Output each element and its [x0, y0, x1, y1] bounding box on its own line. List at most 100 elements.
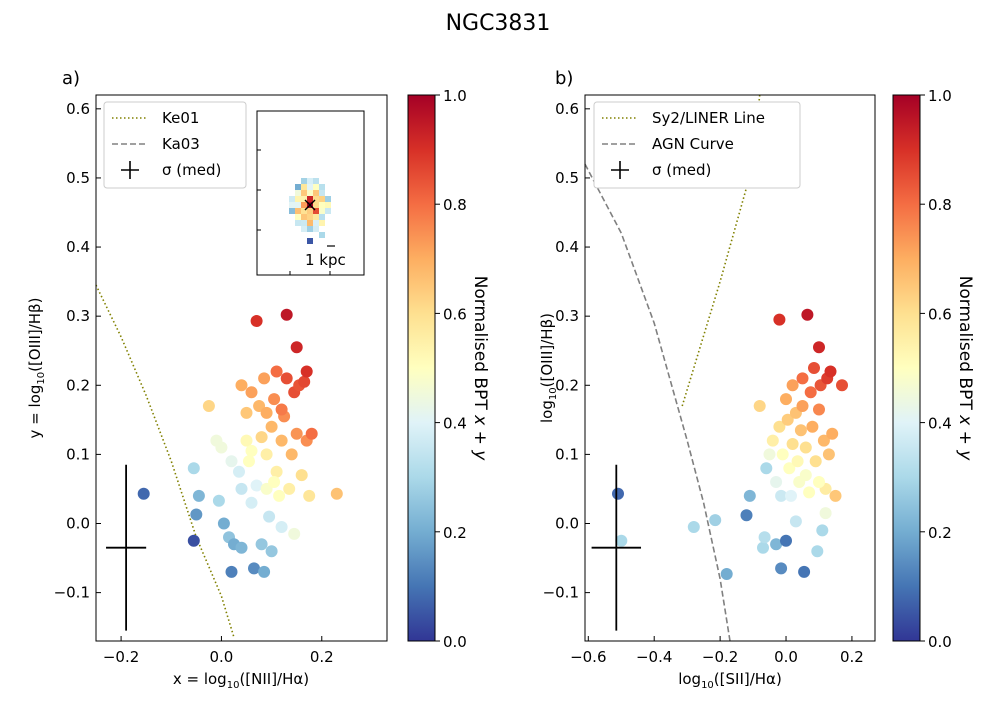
colorbar-tick-label: 0.6 — [443, 305, 467, 323]
scatter-point — [300, 365, 313, 378]
scatter-point — [263, 510, 276, 523]
inset-pixel — [301, 220, 307, 226]
scatter-point — [709, 514, 722, 527]
inset-pixel — [301, 184, 307, 190]
colorbar-tick-label: 0.4 — [928, 415, 952, 433]
scatter-point — [187, 534, 200, 547]
legend-sigma-label-b: σ (med) — [652, 161, 711, 179]
inset-pixel — [289, 196, 295, 202]
inset-pixel — [319, 214, 325, 220]
inset-pixel — [289, 208, 295, 214]
panel-a-points — [137, 308, 343, 578]
scatter-point — [240, 406, 253, 419]
panel-a-ylabel: y = log10([OIII]/Hβ) — [26, 298, 47, 439]
y-tick-label: 0.4 — [555, 238, 579, 256]
panel-b-error-cross — [591, 464, 642, 631]
scatter-point — [824, 365, 837, 378]
y-tick-label: 0.1 — [555, 445, 579, 463]
y-tick-label: 0.6 — [66, 100, 90, 118]
scatter-point — [225, 565, 238, 578]
panel-b-ylabel: log10([OIII]/Hβ) — [538, 313, 559, 423]
panel-b-points — [612, 308, 848, 580]
scatter-point — [268, 393, 281, 406]
inset-pixel — [301, 208, 307, 214]
scatter-point — [785, 489, 797, 502]
colorbar-b-gradient — [892, 94, 921, 642]
scatter-point — [275, 434, 288, 447]
inset-pixel — [307, 178, 313, 184]
colorbar-tick-label: 1.0 — [928, 87, 952, 105]
scatter-point — [816, 524, 829, 537]
scatter-point — [235, 482, 248, 495]
scatter-point — [192, 489, 205, 502]
colorbar-b: 0.0 0.2 0.4 0.6 0.8 1.0 Normalised BPT x + y — [892, 87, 975, 651]
x-tick-label: −0.4 — [636, 648, 672, 666]
scatter-point — [819, 507, 832, 520]
scatter-point — [796, 372, 809, 385]
scatter-point — [753, 400, 766, 412]
scatter-point — [215, 441, 228, 454]
scatter-point — [255, 538, 268, 551]
panel-b-label: b) — [555, 68, 573, 89]
colorbar-b-ticks: 0.0 0.2 0.4 0.6 0.8 1.0 — [920, 87, 952, 651]
scatter-point — [330, 487, 343, 500]
legend-ka03-label: Ka03 — [162, 135, 200, 153]
colorbar-tick-label: 0.8 — [443, 196, 467, 214]
colorbar-tick-label: 0.0 — [928, 633, 952, 651]
scatter-point — [260, 448, 273, 461]
scatter-point — [811, 545, 824, 558]
legend-sigma-label: σ (med) — [162, 161, 221, 179]
panel-a-curves — [95, 284, 235, 638]
inset-pixel — [313, 208, 319, 214]
inset-pixel — [289, 202, 295, 208]
scatter-point — [273, 489, 286, 502]
scatter-point — [303, 489, 316, 502]
colorbar-tick-label: 1.0 — [443, 87, 467, 105]
scatter-point — [190, 508, 203, 521]
colorbar-tick-label: 0.2 — [928, 524, 952, 542]
legend-ke01-label: Ke01 — [162, 109, 199, 127]
colorbar-a-label: Normalised BPT x + y — [470, 276, 490, 462]
scatter-point — [813, 403, 825, 416]
inset-pixel — [295, 202, 301, 208]
scatter-point — [305, 427, 318, 440]
scatter-point — [250, 315, 263, 327]
scatter-point — [813, 476, 825, 488]
scatter-point — [288, 527, 301, 540]
scatter-point — [773, 420, 786, 433]
panel-a-ticks: −0.2 0.0 0.2 −0.1 0.0 0.1 0.2 0.3 0.4 0.5 0.6 — [54, 100, 334, 666]
scatter-point — [265, 545, 278, 558]
figure-title: NGC3831 — [446, 11, 551, 36]
agn-curve — [584, 163, 731, 642]
scatter-point — [298, 375, 311, 388]
scatter-point — [615, 534, 628, 547]
scatter-point — [290, 341, 303, 354]
scatter-point — [258, 372, 271, 385]
inset-pixel — [319, 190, 325, 196]
x-tick-label: −0.2 — [103, 648, 139, 666]
scatter-point — [780, 393, 792, 406]
scatter-point — [826, 427, 839, 440]
scatter-point — [687, 521, 700, 533]
colorbar-tick-label: 0.2 — [443, 524, 467, 542]
colorbar-tick-label: 0.0 — [443, 633, 467, 651]
scatter-point — [250, 479, 263, 492]
scatter-point — [757, 541, 769, 554]
scatter-point — [770, 476, 783, 488]
scatter-point — [245, 386, 258, 399]
inset-pixel — [301, 226, 307, 232]
x-tick-label: −0.2 — [702, 648, 738, 666]
y-tick-label: −0.1 — [54, 584, 90, 602]
scatter-point — [743, 489, 756, 502]
scatter-point — [243, 455, 255, 468]
scatter-point — [781, 413, 794, 426]
scatter-point — [217, 517, 230, 530]
inset-pixel — [319, 184, 325, 190]
scatter-point — [775, 562, 788, 575]
panel-b-legend: Sy2/LINER Line AGN Curve σ (med) — [593, 101, 801, 189]
inset-pixel — [307, 190, 313, 196]
scatter-point — [233, 465, 245, 478]
scatter-point — [806, 420, 819, 433]
inset-pixel — [313, 190, 319, 196]
inset-pixel — [313, 220, 319, 226]
